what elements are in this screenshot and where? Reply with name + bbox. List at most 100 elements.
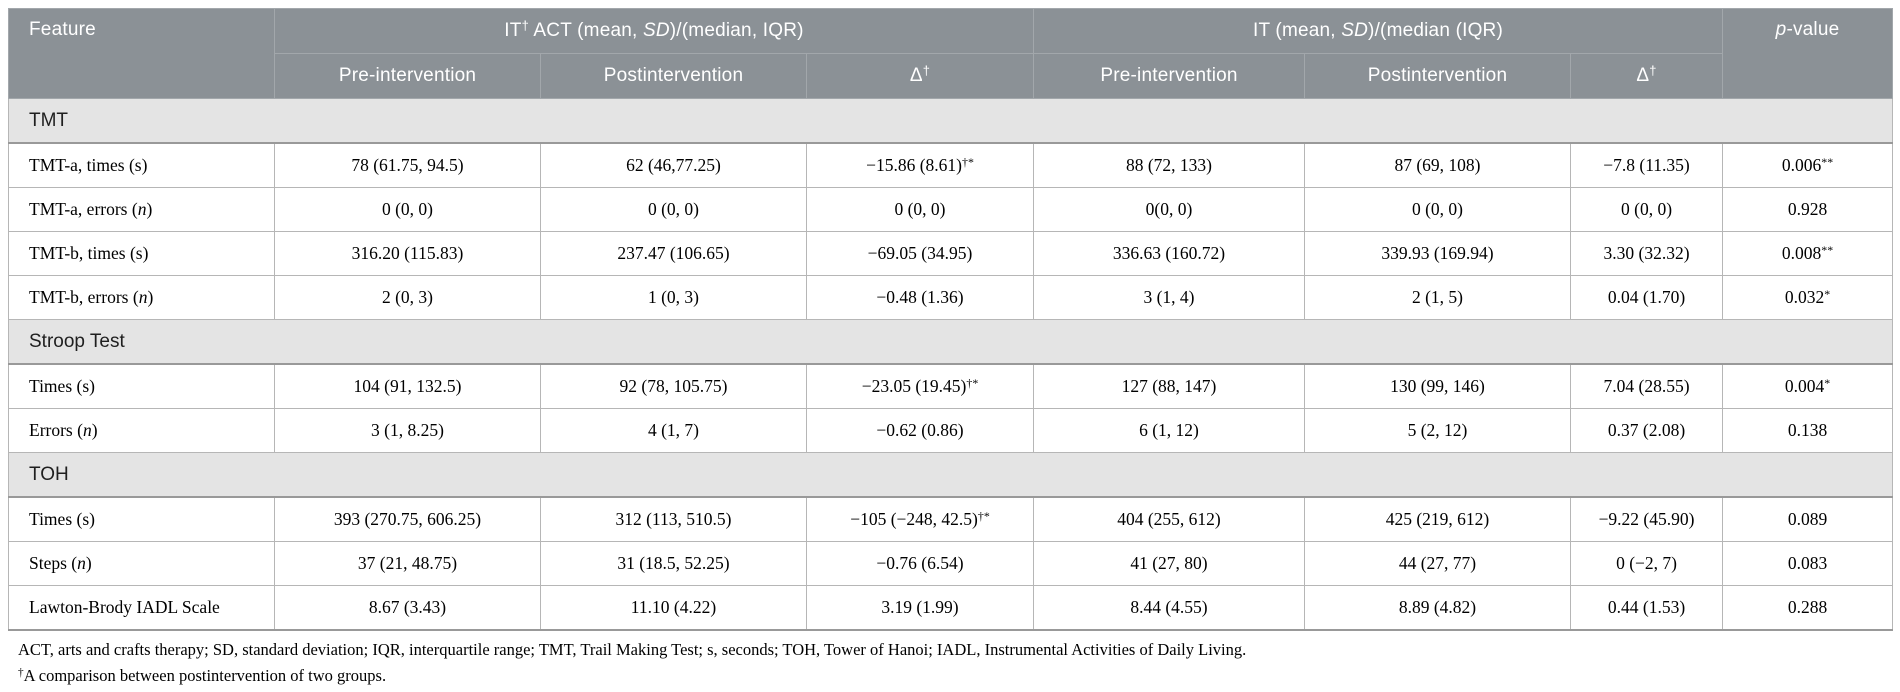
data-cell: −7.8 (11.35) xyxy=(1569,142,1724,188)
header-pvalue: p-value xyxy=(1722,8,1894,99)
row-label: TMT-a, times (s) xyxy=(8,142,275,188)
table-row: Steps (n) 37 (21, 48.75) 31 (18.5, 52.25… xyxy=(8,541,1894,586)
data-cell: 339.93 (169.94) xyxy=(1304,231,1571,276)
data-cell: 316.20 (115.83) xyxy=(274,231,541,276)
header-row-groups: Feature IT† ACT (mean, SD)/(median, IQR)… xyxy=(8,8,1894,99)
data-cell: 5 (2, 12) xyxy=(1304,408,1571,453)
row-label: Errors (n) xyxy=(8,408,275,453)
section-label: TMT xyxy=(7,98,1894,144)
pvalue-cell: 0.006** xyxy=(1722,142,1894,188)
data-cell: 0 (0, 0) xyxy=(806,187,1034,232)
dagger-superscript: † xyxy=(18,666,24,679)
data-cell: 41 (27, 80) xyxy=(1033,541,1305,586)
dagger-superscript: † xyxy=(922,63,931,79)
subheader-act-pre: Pre-intervention xyxy=(274,53,541,99)
data-cell: 37 (21, 48.75) xyxy=(274,541,541,586)
data-cell: 0 (0, 0) xyxy=(1304,187,1571,232)
data-cell: 6 (1, 12) xyxy=(1033,408,1305,453)
header-feature: Feature xyxy=(8,8,275,99)
data-cell: 3.19 (1.99) xyxy=(806,585,1034,631)
subheader-act-delta: Δ† xyxy=(806,53,1034,99)
row-label: Steps (n) xyxy=(8,541,275,586)
data-cell: 3 (1, 4) xyxy=(1033,275,1305,320)
section-row-stroop: Stroop Test xyxy=(7,319,1894,365)
data-cell: −15.86 (8.61)†* xyxy=(806,142,1034,188)
subheader-it-delta: Δ† xyxy=(1569,53,1724,99)
data-cell: 0.37 (2.08) xyxy=(1569,408,1724,453)
data-cell: 3 (1, 8.25) xyxy=(274,408,541,453)
data-cell: 1 (0, 3) xyxy=(540,275,807,320)
data-cell: 0.44 (1.53) xyxy=(1569,585,1724,631)
data-cell: 127 (88, 147) xyxy=(1033,363,1305,409)
data-cell: −9.22 (45.90) xyxy=(1569,496,1724,542)
section-label: Stroop Test xyxy=(7,319,1894,365)
data-cell: −0.76 (6.54) xyxy=(806,541,1034,586)
data-cell: 44 (27, 77) xyxy=(1304,541,1571,586)
data-cell: 2 (0, 3) xyxy=(274,275,541,320)
table-row: Times (s) 393 (270.75, 606.25) 312 (113,… xyxy=(8,496,1894,542)
data-cell: 2 (1, 5) xyxy=(1304,275,1571,320)
data-cell: 0.04 (1.70) xyxy=(1569,275,1724,320)
data-cell: 4 (1, 7) xyxy=(540,408,807,453)
table-row: Lawton-Brody IADL Scale 8.67 (3.43) 11.1… xyxy=(8,585,1894,631)
table-row: TMT-b, errors (n) 2 (0, 3) 1 (0, 3) −0.4… xyxy=(8,275,1894,320)
footnote-dagger: †A comparison between postintervention o… xyxy=(18,666,387,685)
header-group-it-text: IT xyxy=(1253,20,1270,41)
data-cell: 31 (18.5, 52.25) xyxy=(540,541,807,586)
table-row: Times (s) 104 (91, 132.5) 92 (78, 105.75… xyxy=(8,363,1894,409)
data-cell: −105 (−248, 42.5)†* xyxy=(806,496,1034,542)
pvalue-cell: 0.004* xyxy=(1722,363,1894,409)
data-cell: 3.30 (32.32) xyxy=(1569,231,1724,276)
pvalue-cell: 0.288 xyxy=(1722,585,1894,631)
data-cell: 0 (−2, 7) xyxy=(1569,541,1724,586)
dagger-superscript: † xyxy=(1649,63,1657,79)
subheader-act-post: Postintervention xyxy=(540,53,807,99)
results-table: Feature IT† ACT (mean, SD)/(median, IQR)… xyxy=(7,8,1894,631)
section-label: TOH xyxy=(7,452,1894,498)
table-row: TMT-a, errors (n) 0 (0, 0) 0 (0, 0) 0 (0… xyxy=(8,187,1894,232)
header-group-act: IT† ACT (mean, SD)/(median, IQR) xyxy=(274,8,1034,54)
data-cell: 237.47 (106.65) xyxy=(540,231,807,276)
table-row: TMT-a, times (s) 78 (61.75, 94.5) 62 (46… xyxy=(8,142,1894,188)
row-label: Lawton-Brody IADL Scale xyxy=(8,585,275,631)
data-cell: 87 (69, 108) xyxy=(1304,142,1571,188)
header-group-act-text: IT xyxy=(504,20,522,41)
pvalue-cell: 0.138 xyxy=(1722,408,1894,453)
data-cell: 11.10 (4.22) xyxy=(540,585,807,631)
section-row-tmt: TMT xyxy=(7,98,1894,144)
data-cell: 336.63 (160.72) xyxy=(1033,231,1305,276)
data-cell: 7.04 (28.55) xyxy=(1569,363,1724,409)
data-cell: 92 (78, 105.75) xyxy=(540,363,807,409)
row-label: TMT-b, errors (n) xyxy=(8,275,275,320)
row-label: Times (s) xyxy=(8,496,275,542)
header-group-it: IT (mean, SD)/(median (IQR) xyxy=(1032,8,1724,54)
data-cell: 130 (99, 146) xyxy=(1304,363,1571,409)
footnote-abbreviations: ACT, arts and crafts therapy; SD, standa… xyxy=(18,640,1247,659)
subheader-it-pre: Pre-intervention xyxy=(1033,53,1305,99)
data-cell: 104 (91, 132.5) xyxy=(274,363,541,409)
dagger-superscript: † xyxy=(521,18,529,34)
data-cell: 393 (270.75, 606.25) xyxy=(274,496,541,542)
data-cell: 8.89 (4.82) xyxy=(1304,585,1571,631)
data-cell: −0.48 (1.36) xyxy=(806,275,1034,320)
data-cell: 0 (0, 0) xyxy=(1569,187,1724,232)
table-row: TMT-b, times (s) 316.20 (115.83) 237.47 … xyxy=(8,231,1894,276)
data-cell: −0.62 (0.86) xyxy=(806,408,1034,453)
data-cell: 0(0, 0) xyxy=(1033,187,1305,232)
row-label: TMT-a, errors (n) xyxy=(8,187,275,232)
data-cell: 312 (113, 510.5) xyxy=(540,496,807,542)
row-label: Times (s) xyxy=(8,363,275,409)
row-label: TMT-b, times (s) xyxy=(8,231,275,276)
table-footnotes: ACT, arts and crafts therapy; SD, standa… xyxy=(8,631,1892,692)
pvalue-cell: 0.928 xyxy=(1722,187,1894,232)
pvalue-cell: 0.083 xyxy=(1722,541,1894,586)
data-cell: 62 (46,77.25) xyxy=(540,142,807,188)
section-row-toh: TOH xyxy=(7,452,1894,498)
data-cell: 425 (219, 612) xyxy=(1304,496,1571,542)
data-cell: 78 (61.75, 94.5) xyxy=(274,142,541,188)
data-cell: 8.67 (3.43) xyxy=(274,585,541,631)
pvalue-cell: 0.089 xyxy=(1722,496,1894,542)
pvalue-cell: 0.008** xyxy=(1722,231,1894,276)
subheader-it-post: Postintervention xyxy=(1304,53,1571,99)
